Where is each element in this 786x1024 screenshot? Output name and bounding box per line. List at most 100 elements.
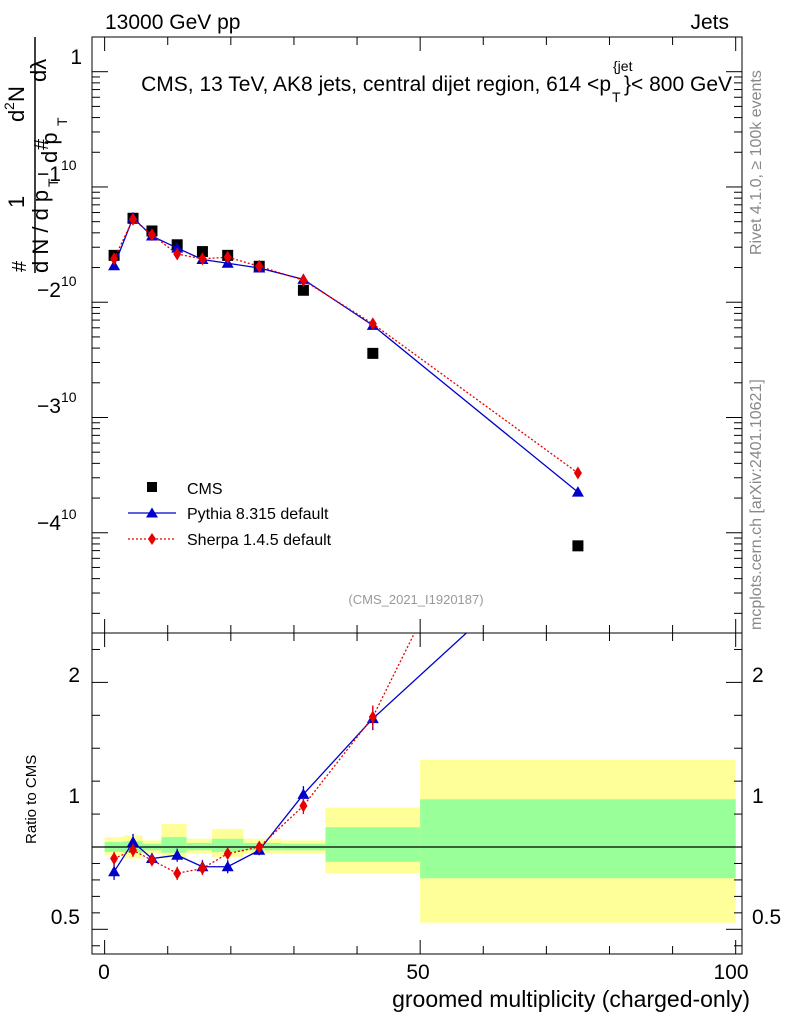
main-ytick-labels: 1 −1 10 −2 10 −3 10 −4 10 xyxy=(37,46,82,535)
ratio-series xyxy=(108,297,584,880)
pythia-ratio-point-5 xyxy=(221,860,234,872)
sherpa-point-8 xyxy=(368,317,377,331)
ylabel-t2: T xyxy=(54,117,70,126)
ylabel-one: 1 xyxy=(4,196,29,208)
ylabel-dndpt: d N / d p xyxy=(28,190,53,273)
pythia-ratio-point-9 xyxy=(572,525,584,536)
ratio-series-clipped xyxy=(108,297,584,880)
ratio-frame xyxy=(91,632,743,955)
sherpa-ratio-point-2 xyxy=(147,853,156,867)
sherpa-ratio-point-5 xyxy=(223,847,232,861)
legend-cms-label: CMS xyxy=(187,481,223,498)
ratio-ytick-label-right-2: 2 xyxy=(752,664,764,687)
rivet-version-label: Rivet 4.1.0, ≥ 100k events xyxy=(748,70,765,255)
legend-cms-marker xyxy=(147,482,157,492)
ylabel-n: N xyxy=(4,86,29,102)
ylabel-hash-1: # xyxy=(9,260,31,272)
ylabel-dlambda: dλ xyxy=(26,59,51,82)
xtick-labels: 0 50 100 xyxy=(98,961,748,984)
sherpa-ratio-point-4 xyxy=(198,861,207,875)
cms-point-8 xyxy=(367,347,379,359)
ylabel-dpt: d p xyxy=(37,132,62,163)
sherpa-ratio-point-0 xyxy=(110,852,119,866)
xtick-label-50: 50 xyxy=(406,961,429,984)
main-series xyxy=(108,211,584,552)
main-axis-ticks xyxy=(92,36,742,633)
legend-sherpa-label: Sherpa 1.4.5 default xyxy=(187,532,332,549)
category-label: Jets xyxy=(690,11,729,34)
pythia-ratio-point-1 xyxy=(127,836,140,847)
analysis-id-label: (CMS_2021_I1920187) xyxy=(348,592,483,607)
sherpa-point-7 xyxy=(299,273,308,287)
mcplots-label: mcplots.cern.ch [arXiv:2401.10621] xyxy=(748,379,765,630)
legend-sherpa-marker xyxy=(148,533,156,545)
energy-label: 13000 GeV pp xyxy=(105,11,240,34)
sherpa-point-5 xyxy=(223,250,232,264)
sherpa-ratio-point-6 xyxy=(255,840,264,854)
ylabel-sup2: 2 xyxy=(1,102,17,110)
sherpa-point-1 xyxy=(129,212,138,226)
pythia-ratio-point-7 xyxy=(297,788,310,799)
sherpa-ratio-point-3 xyxy=(173,866,182,880)
main-ylabel: # 1 d N / d p T # d p T d 2 N dλ xyxy=(1,37,70,273)
xtick-label-0: 0 xyxy=(98,961,110,984)
legend-pythia-label: Pythia 8.315 default xyxy=(187,506,329,523)
ylabel-t1: T xyxy=(45,178,61,187)
ytick-label-exp3-base: −3 xyxy=(37,395,61,418)
cms-point-7 xyxy=(297,284,309,296)
ytick-label-exp3: 10 xyxy=(61,389,77,405)
ratio-ytick-label-right-0.5: 0.5 xyxy=(752,906,781,929)
title-sub: T xyxy=(612,89,621,105)
ratio-band-green-5 xyxy=(211,838,244,852)
chart-title: CMS, 13 TeV, AK8 jets, central dijet reg… xyxy=(141,58,732,105)
title-end: }< 800 GeV xyxy=(624,73,732,96)
cms-point-9 xyxy=(572,540,584,552)
sherpa-point-2 xyxy=(147,228,156,242)
legend-pythia-marker xyxy=(146,507,158,518)
title-main: CMS, 13 TeV, AK8 jets, central dijet reg… xyxy=(141,73,611,96)
pythia-ratio-point-0 xyxy=(108,865,121,877)
pythia-line xyxy=(113,216,579,493)
ratio-ylabel: Ratio to CMS xyxy=(23,755,40,844)
ratio-ytick-label-2: 2 xyxy=(68,664,80,687)
ytick-label-exp2-base: −2 xyxy=(37,279,61,302)
xtick-label-100: 100 xyxy=(713,961,748,984)
pythia-point-3 xyxy=(171,242,184,253)
sherpa-line xyxy=(113,218,579,474)
legend: CMS Pythia 8.315 default Sherpa 1.4.5 de… xyxy=(128,481,332,549)
sherpa-ratio-point-7 xyxy=(299,799,308,813)
sherpa-point-9 xyxy=(573,466,582,480)
ratio-band-green-8 xyxy=(325,827,421,862)
ratio-ytick-label-right-1: 1 xyxy=(752,785,764,808)
pythia-ratio-line xyxy=(113,633,468,873)
sherpa-ratio-point-8 xyxy=(368,710,377,724)
ratio-ytick-label-1: 1 xyxy=(68,785,80,808)
ratio-uncertainty-bands xyxy=(104,759,736,923)
ratio-ytick-labels-right: 0.5 1 2 xyxy=(752,664,781,929)
pythia-point-9 xyxy=(571,486,584,497)
ytick-label-exp2: 10 xyxy=(61,273,77,289)
sherpa-point-4 xyxy=(198,252,207,266)
pythia-ratio-point-3 xyxy=(171,849,184,860)
ylabel-hash-2: # xyxy=(31,138,53,150)
sherpa-point-3 xyxy=(173,247,182,261)
ytick-label-exp4-base: −4 xyxy=(37,512,61,535)
ytick-label-1: 1 xyxy=(70,46,82,69)
ratio-ytick-label-0.5: 0.5 xyxy=(51,906,80,929)
sherpa-ratio-point-9 xyxy=(574,297,582,310)
sherpa-ratio-point-1 xyxy=(129,843,138,857)
cms-point-4 xyxy=(196,246,208,258)
x-axis-label: groomed multiplicity (charged-only) xyxy=(392,986,750,1012)
ytick-label-exp1: 10 xyxy=(61,157,77,173)
ylabel-d2: d xyxy=(4,110,29,122)
ytick-label-exp1-base: −1 xyxy=(37,163,61,186)
title-sup: {jet xyxy=(613,58,633,74)
sherpa-point-6 xyxy=(255,259,264,273)
ratio-band-green-3 xyxy=(161,837,187,853)
ratio-axis-ticks xyxy=(92,633,742,954)
ytick-label-exp4: 10 xyxy=(61,506,77,522)
ratio-ytick-labels-left: 0.5 1 2 xyxy=(51,664,80,929)
sherpa-point-0 xyxy=(110,252,119,266)
ratio-band-green-9 xyxy=(420,799,736,879)
